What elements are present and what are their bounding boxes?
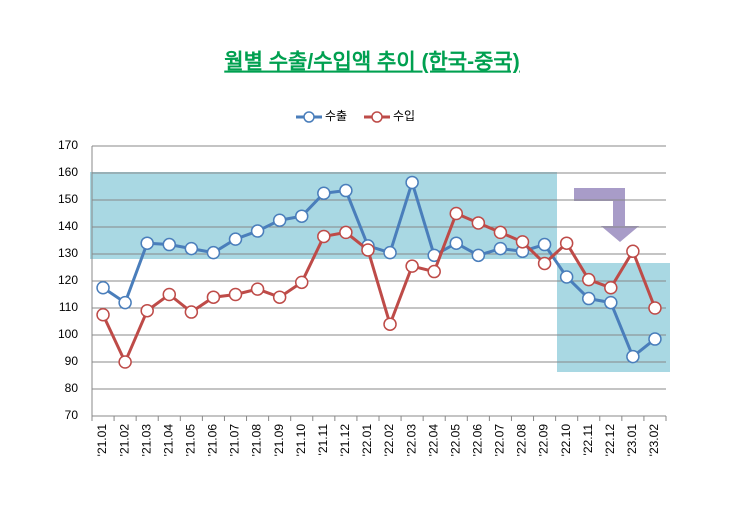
data-point [250,282,265,296]
x-tick-label: '21.11 [316,424,330,456]
data-point [317,186,331,200]
legend-label: 수입 [393,109,415,123]
x-tick-label: '21.03 [139,424,153,457]
y-tick-label: 150 [58,192,78,206]
data-point [339,183,353,198]
data-point [118,355,132,369]
x-tick-label: '22.10 [559,424,573,457]
data-point [228,232,243,246]
x-tick-label: '21.04 [161,424,175,457]
data-point [626,244,640,259]
data-point [493,241,508,256]
data-point [294,275,309,290]
data-point [118,295,132,310]
data-point [604,281,618,295]
y-tick-label: 90 [65,354,79,368]
legend-label: 수출 [325,109,347,123]
x-tick-label: '22.06 [471,424,485,457]
data-point [272,213,287,227]
data-point [184,305,199,319]
data-point [427,264,441,279]
data-point [405,259,419,273]
data-point [140,236,154,250]
data-point [493,225,508,240]
data-point [449,236,464,250]
highlight-box [90,172,557,259]
y-tick-label: 70 [65,408,79,422]
data-point [471,216,486,230]
y-tick-label: 100 [58,327,78,341]
data-point [228,287,243,302]
y-tick-label: 170 [58,138,78,152]
y-tick-label: 130 [58,246,78,260]
y-tick-label: 140 [58,219,78,233]
x-tick-label: '21.08 [250,424,264,457]
y-tick-label: 110 [59,300,78,314]
data-point [648,301,662,315]
x-tick-label: '22.01 [360,424,374,457]
x-tick-label: '21.05 [184,424,198,457]
chart-title: 월별 수출/수입액 추이 (한국-중국) [224,51,519,74]
data-point [515,235,530,249]
x-tick-label: '21.01 [95,424,109,457]
data-point [162,237,177,252]
legend-marker [303,111,315,123]
y-tick-label: 80 [65,381,79,395]
data-point [162,287,177,302]
trend-arrow [574,188,639,242]
data-point [626,349,640,364]
data-point [206,245,221,260]
data-point [471,248,486,263]
data-point [317,229,331,244]
data-point [206,290,221,304]
x-tick-label: '22.02 [382,424,396,457]
data-point [581,272,596,287]
data-point [339,225,353,240]
x-tick-label: '22.11 [581,424,595,456]
data-point [449,206,464,221]
data-point [383,317,397,331]
x-tick-label: '22.07 [493,424,507,457]
data-point [537,256,552,271]
data-point [96,281,110,295]
x-tick-label: '22.09 [537,424,551,457]
y-tick-label: 120 [58,273,78,287]
data-point [361,243,375,257]
x-tick-label: '23.01 [625,424,639,457]
x-tick-label: '22.08 [515,424,529,457]
data-point [581,291,596,306]
x-tick-label: '21.06 [206,424,220,457]
data-point [294,209,309,223]
x-tick-label: '22.04 [426,424,440,457]
x-tick-label: '21.02 [117,424,131,457]
data-point [604,295,618,310]
data-point [537,237,552,252]
legend-marker [371,111,383,123]
data-point [184,241,199,256]
highlight-box [557,263,670,372]
x-tick-label: '21.12 [338,424,352,457]
x-tick-label: '21.07 [228,424,242,457]
data-point [405,175,419,190]
data-point [140,303,154,318]
y-tick-label: 160 [58,165,78,179]
x-tick-label: '22.12 [603,424,617,457]
data-point [250,224,265,238]
data-point [559,270,574,284]
data-point [272,290,287,304]
x-tick-label: '22.05 [448,424,462,457]
data-point [383,245,397,260]
x-tick-label: '23.02 [647,424,661,457]
x-tick-label: '21.09 [272,424,286,457]
data-point [648,332,662,346]
x-tick-label: '21.10 [294,424,308,457]
x-tick-label: '22.03 [404,424,418,457]
data-point [559,236,574,250]
data-point [96,308,110,322]
